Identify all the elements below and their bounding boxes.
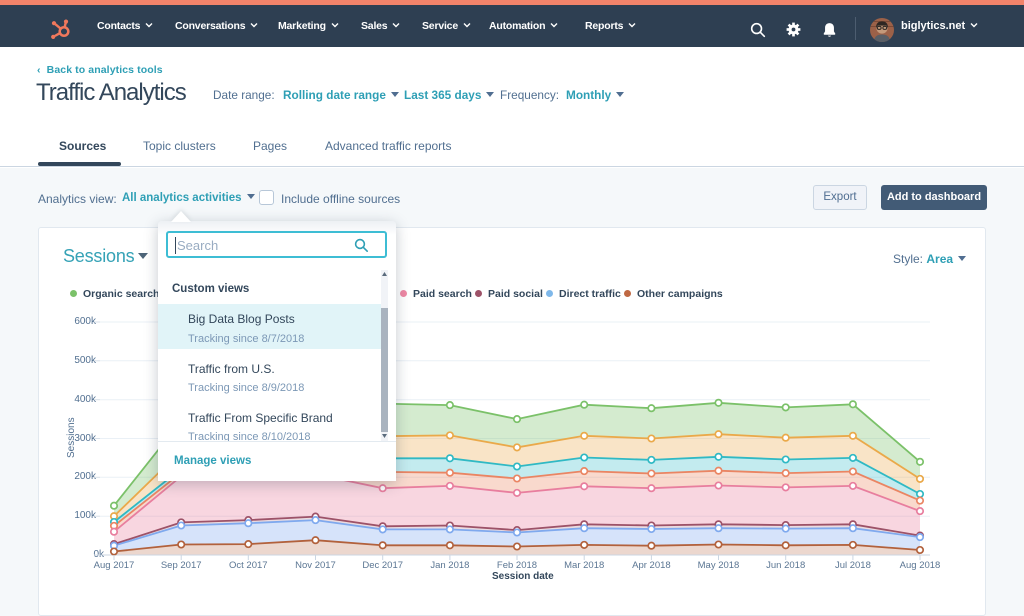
svg-text:Nov 2017: Nov 2017 <box>295 560 336 571</box>
svg-text:Oct 2017: Oct 2017 <box>229 560 268 571</box>
svg-text:Jun 2018: Jun 2018 <box>766 560 805 571</box>
svg-text:Jan 2018: Jan 2018 <box>430 560 469 571</box>
svg-text:Feb 2018: Feb 2018 <box>497 560 537 571</box>
svg-text:Aug 2018: Aug 2018 <box>900 560 941 571</box>
svg-text:Dec 2017: Dec 2017 <box>362 560 403 571</box>
svg-text:Mar 2018: Mar 2018 <box>564 560 604 571</box>
svg-text:Sep 2017: Sep 2017 <box>161 560 202 571</box>
svg-text:Apr 2018: Apr 2018 <box>632 560 671 571</box>
svg-text:Jul 2018: Jul 2018 <box>835 560 871 571</box>
svg-text:Aug 2017: Aug 2017 <box>94 560 135 571</box>
svg-text:May 2018: May 2018 <box>698 560 740 571</box>
